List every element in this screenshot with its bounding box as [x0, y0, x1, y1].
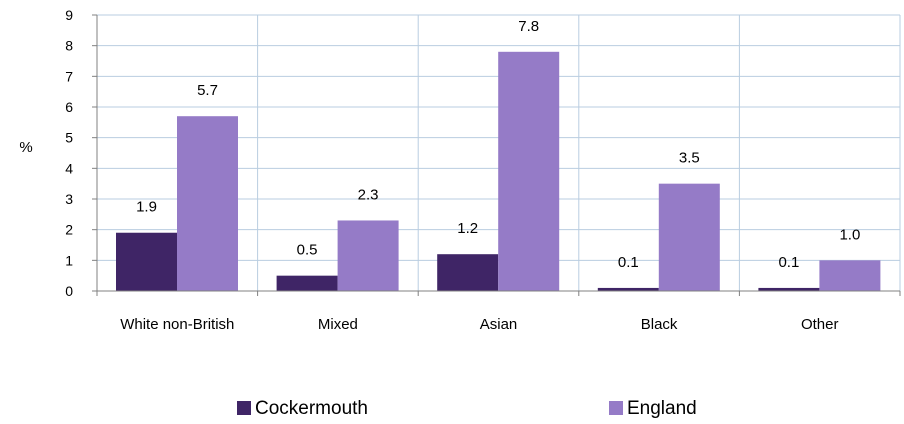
category-label: Black: [641, 316, 678, 333]
y-tick-label: 1: [65, 252, 73, 268]
bar-england: [658, 183, 720, 291]
bars: [116, 51, 881, 291]
data-label: 2.3: [358, 186, 379, 203]
legend-swatch-cockermouth: [237, 401, 251, 415]
data-labels: 1.9 0.5 1.2 0.1 0.1 5.7 2.3 7.8 3.5 1.0: [136, 18, 860, 271]
data-label: 0.1: [618, 254, 639, 271]
axes: [92, 14, 901, 296]
data-label: 7.8: [518, 18, 539, 35]
category-label: Mixed: [318, 316, 358, 333]
y-tick-label: 0: [65, 283, 73, 299]
bar-england: [337, 220, 399, 291]
category-labels: White non-British Mixed Asian Black Other: [120, 316, 838, 333]
data-label: 0.1: [778, 254, 799, 271]
data-label: 0.5: [297, 242, 318, 259]
legend-swatch-england: [609, 401, 623, 415]
y-tick-label: 4: [65, 160, 73, 176]
legend-label: Cockermouth: [255, 398, 368, 419]
legend: Cockermouth England: [237, 398, 697, 419]
y-tick-label: 3: [65, 191, 73, 207]
bar-cockermouth: [276, 275, 338, 291]
data-label: 3.5: [679, 150, 700, 167]
bar-england: [498, 51, 560, 291]
data-label: 5.7: [197, 82, 218, 99]
bar-england: [177, 116, 238, 291]
data-label: 1.9: [136, 199, 157, 216]
y-tick-label: 7: [65, 68, 73, 84]
legend-label: England: [627, 398, 697, 419]
y-tick-label: 9: [65, 7, 73, 23]
y-axis-label: %: [19, 139, 32, 156]
bar-cockermouth: [437, 254, 499, 291]
category-label: White non-British: [120, 316, 234, 333]
y-tick-label: 8: [65, 38, 73, 54]
bar-cockermouth: [116, 232, 177, 291]
data-label: 1.0: [839, 226, 860, 243]
category-label: Other: [801, 316, 839, 333]
bar-england: [819, 260, 881, 291]
y-tick-label: 6: [65, 99, 73, 115]
y-tick-label: 2: [65, 222, 73, 238]
data-label: 1.2: [457, 220, 478, 237]
y-tick-labels: 0 1 2 3 4 5 6 7 8 9: [65, 7, 73, 299]
bar-cockermouth: [758, 287, 820, 291]
y-tick-label: 5: [65, 130, 73, 146]
bar-cockermouth: [597, 287, 659, 291]
category-label: Asian: [480, 316, 518, 333]
